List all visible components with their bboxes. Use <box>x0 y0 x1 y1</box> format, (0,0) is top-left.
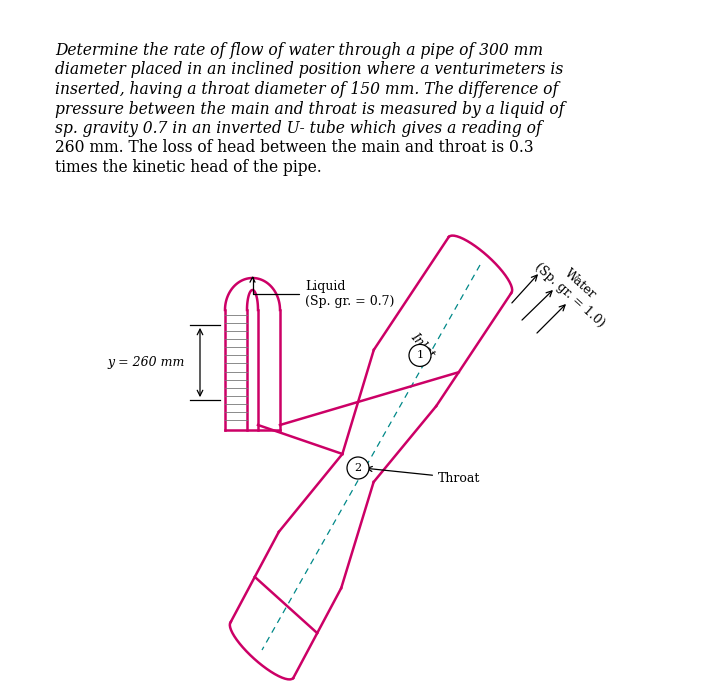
Text: 2: 2 <box>354 463 362 473</box>
Text: Throat: Throat <box>367 466 480 484</box>
Text: Liquid
(Sp. gr. = 0.7): Liquid (Sp. gr. = 0.7) <box>250 277 395 308</box>
Circle shape <box>409 344 431 367</box>
Text: pressure between the main and throat is measured by a liquid of: pressure between the main and throat is … <box>55 100 564 118</box>
Text: sp. gravity 0.7 in an inverted U- tube which gives a reading of: sp. gravity 0.7 in an inverted U- tube w… <box>55 120 541 137</box>
Text: 260 mm. The loss of head between the main and throat is 0.3: 260 mm. The loss of head between the mai… <box>55 139 533 157</box>
Text: Water
(Sp. gr. = 1.0): Water (Sp. gr. = 1.0) <box>532 250 618 330</box>
Text: Determine the rate of flow of water through a pipe of 300 mm: Determine the rate of flow of water thro… <box>55 42 543 59</box>
Text: y = 260 mm: y = 260 mm <box>108 356 185 369</box>
Text: inserted, having a throat diameter of 150 mm. The difference of: inserted, having a throat diameter of 15… <box>55 81 558 98</box>
Text: 1: 1 <box>416 351 423 360</box>
Text: diameter placed in an inclined position where a venturimeters is: diameter placed in an inclined position … <box>55 61 564 79</box>
Text: Inlet: Inlet <box>408 330 437 361</box>
Circle shape <box>347 457 369 479</box>
Text: times the kinetic head of the pipe.: times the kinetic head of the pipe. <box>55 159 321 176</box>
